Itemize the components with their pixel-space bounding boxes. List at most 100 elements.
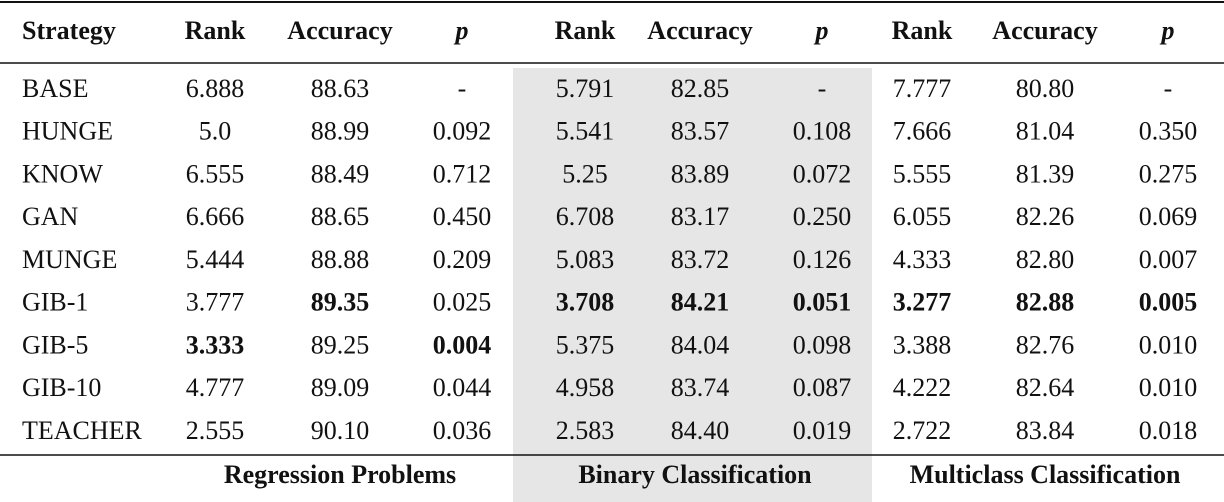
shaded-column-group	[513, 68, 872, 502]
table-cell: 0.010	[1139, 330, 1198, 359]
table-cell: 88.65	[311, 202, 370, 231]
table-cell: 4.958	[556, 373, 615, 402]
table-cell: 0.072	[793, 159, 852, 188]
table-cell: 84.40	[671, 416, 730, 445]
table-cell: 89.09	[311, 373, 370, 402]
table-cell: 5.555	[893, 159, 952, 188]
header-cell: Accuracy	[992, 16, 1097, 45]
table-cell: 3.388	[893, 330, 952, 359]
table-cell: 0.025	[433, 288, 492, 317]
table-cell: 5.541	[556, 117, 615, 146]
table-cell: 2.555	[186, 416, 245, 445]
table-cell: HUNGE	[22, 117, 113, 146]
table-cell: 81.04	[1016, 117, 1075, 146]
table-cell: GIB-1	[22, 288, 88, 317]
table-cell: 0.004	[433, 330, 492, 359]
group-label: Binary Classification	[578, 460, 812, 489]
table-cell: 83.74	[671, 373, 730, 402]
table-cell: 84.21	[671, 288, 730, 317]
header-cell: Accuracy	[287, 16, 392, 45]
table-cell: 6.888	[186, 74, 245, 103]
table-cell: 0.005	[1139, 288, 1198, 317]
table-cell: 5.083	[556, 245, 615, 274]
table-cell: 0.044	[433, 373, 492, 402]
table-cell: 83.57	[671, 117, 730, 146]
table-cell: 89.35	[311, 288, 370, 317]
table-cell: 0.275	[1139, 159, 1198, 188]
header-cell: Rank	[555, 16, 616, 45]
table-cell: 0.209	[433, 245, 492, 274]
table-cell: 5.375	[556, 330, 615, 359]
table-cell: 0.018	[1139, 416, 1198, 445]
table-cell: 0.007	[1139, 245, 1198, 274]
table-cell: 82.80	[1016, 245, 1075, 274]
table-cell: 0.098	[793, 330, 852, 359]
table-cell: 6.708	[556, 202, 615, 231]
table-cell: GAN	[22, 202, 79, 231]
table-cell: 0.087	[793, 373, 852, 402]
table-cell: 3.277	[893, 288, 952, 317]
table-cell: 6.555	[186, 159, 245, 188]
table-cell: 83.84	[1016, 416, 1075, 445]
group-label: Multiclass Classification	[910, 460, 1181, 489]
table-cell: 0.092	[433, 117, 492, 146]
table-cell: 0.019	[793, 416, 852, 445]
header-cell: Rank	[185, 16, 246, 45]
header-cell: p	[1160, 16, 1175, 45]
table-cell: 0.450	[433, 202, 492, 231]
table-cell: GIB-5	[22, 330, 88, 359]
table-cell: 82.64	[1016, 373, 1075, 402]
table-cell: 3.333	[186, 330, 245, 359]
header-cell: Accuracy	[647, 16, 752, 45]
table-cell: 0.350	[1139, 117, 1198, 146]
table-cell: 80.80	[1016, 74, 1075, 103]
table-cell: 7.666	[893, 117, 952, 146]
table-cell: 82.85	[671, 74, 730, 103]
table-cell: 0.250	[793, 202, 852, 231]
table-cell: 2.583	[556, 416, 615, 445]
table-cell: GIB-10	[22, 373, 101, 402]
table-cell: 84.04	[671, 330, 730, 359]
table-cell: 83.17	[671, 202, 730, 231]
table-cell: MUNGE	[22, 245, 117, 274]
table-cell: 2.722	[893, 416, 952, 445]
group-label: Regression Problems	[224, 460, 456, 489]
table-cell: 6.055	[893, 202, 952, 231]
table-cell: 4.333	[893, 245, 952, 274]
table-cell: 83.89	[671, 159, 730, 188]
table-cell: 88.99	[311, 117, 370, 146]
header-cell: p	[454, 16, 469, 45]
table-cell: 4.777	[186, 373, 245, 402]
table-cell: 0.010	[1139, 373, 1198, 402]
table-cell: 82.26	[1016, 202, 1075, 231]
table-cell: 4.222	[893, 373, 952, 402]
table-cell: 0.126	[793, 245, 852, 274]
table-cell: KNOW	[22, 159, 103, 188]
table-cell: 3.708	[556, 288, 615, 317]
table-cell: -	[818, 74, 827, 103]
header-cell: p	[814, 16, 829, 45]
table-cell: 0.712	[433, 159, 492, 188]
table-cell: 82.76	[1016, 330, 1075, 359]
table-cell: 5.444	[186, 245, 245, 274]
table-cell: 0.069	[1139, 202, 1198, 231]
table-cell: 82.88	[1016, 288, 1075, 317]
table-cell: -	[458, 74, 467, 103]
table-cell: BASE	[22, 74, 88, 103]
table-cell: 6.666	[186, 202, 245, 231]
header-cell: Strategy	[22, 16, 116, 45]
table-cell: 5.0	[199, 117, 232, 146]
table-cell: 81.39	[1016, 159, 1075, 188]
table-cell: 0.036	[433, 416, 492, 445]
table-cell: 89.25	[311, 330, 370, 359]
table-cell: 90.10	[311, 416, 370, 445]
table-cell: 88.63	[311, 74, 370, 103]
table-cell: 0.051	[793, 288, 852, 317]
table-cell: TEACHER	[22, 416, 143, 445]
table-cell: 7.777	[893, 74, 952, 103]
table-cell: 0.108	[793, 117, 852, 146]
table-cell: 3.777	[186, 288, 245, 317]
table-cell: -	[1164, 74, 1173, 103]
table-cell: 5.791	[556, 74, 615, 103]
